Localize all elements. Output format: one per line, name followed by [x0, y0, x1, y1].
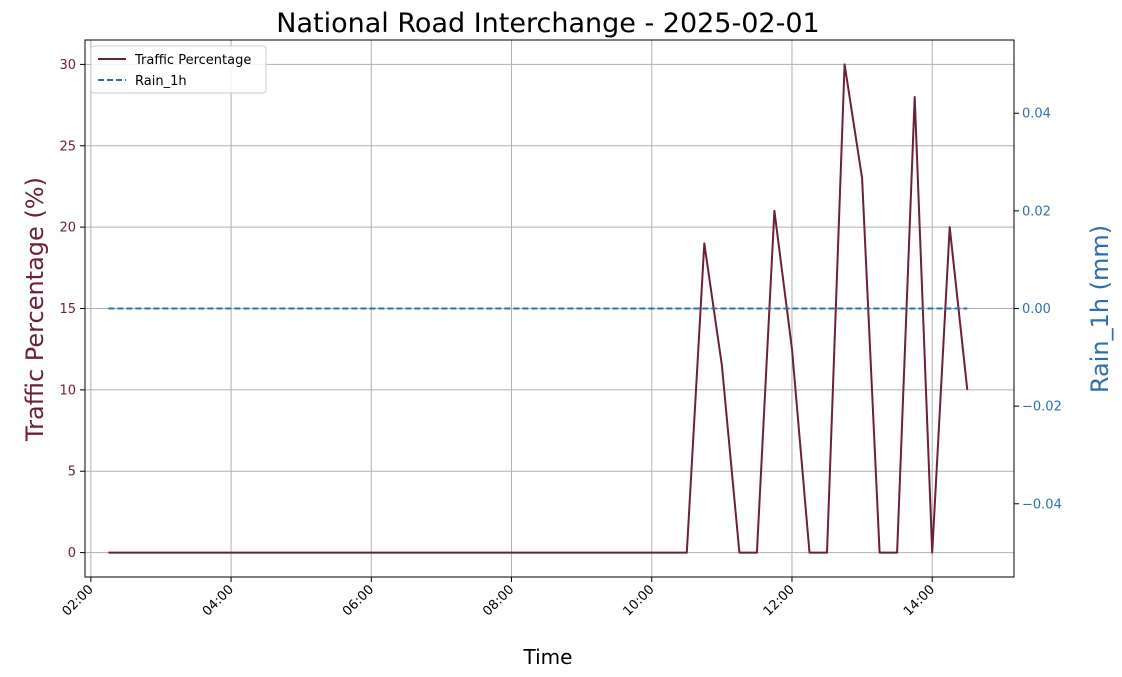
series-layer: [108, 63, 969, 554]
left-tick-label: 30: [59, 58, 76, 73]
x-tick-label: 06:00: [340, 582, 377, 619]
right-tick-label: 0.04: [1022, 107, 1051, 122]
y-axis-label-left: Traffic Percentage (%): [21, 177, 49, 442]
right-tick-label: −0.02: [1022, 400, 1062, 415]
left-axis-ticks: 0 5 10 15 20 25 30: [59, 58, 85, 561]
chart-title: National Road Interchange - 2025-02-01: [276, 8, 819, 39]
series-line-traffic-percentage: [108, 63, 969, 554]
right-tick-label: 0.02: [1022, 204, 1051, 219]
legend-label-rain: Rain_1h: [135, 74, 187, 89]
left-tick-label: 10: [59, 383, 76, 398]
x-tick-label: 02:00: [60, 582, 97, 619]
y-axis-label-right: Rain_1h (mm): [1086, 225, 1114, 393]
left-tick-label: 25: [59, 139, 76, 154]
right-axis-ticks: −0.04 −0.02 0.00 0.02 0.04: [1014, 107, 1062, 512]
x-tick-label: 10:00: [620, 582, 657, 619]
legend-box: [90, 45, 267, 94]
left-tick-label: 0: [68, 546, 76, 561]
legend-label-traffic: Traffic Percentage: [134, 53, 251, 68]
left-tick-label: 5: [68, 465, 76, 480]
left-tick-label: 15: [59, 302, 76, 317]
x-axis-label: Time: [523, 645, 573, 669]
x-axis-ticks: 02:00 04:00 06:00 08:00 10:00 12:00 14:00: [60, 577, 938, 619]
x-tick-label: 12:00: [761, 582, 798, 619]
left-tick-label: 20: [59, 221, 76, 236]
legend: Traffic Percentage Rain_1h: [90, 45, 267, 94]
x-tick-label: 08:00: [480, 582, 517, 619]
x-tick-label: 14:00: [901, 582, 938, 619]
right-tick-label: 0.00: [1022, 302, 1051, 317]
x-tick-label: 04:00: [200, 582, 237, 619]
right-tick-label: −0.04: [1022, 497, 1062, 512]
